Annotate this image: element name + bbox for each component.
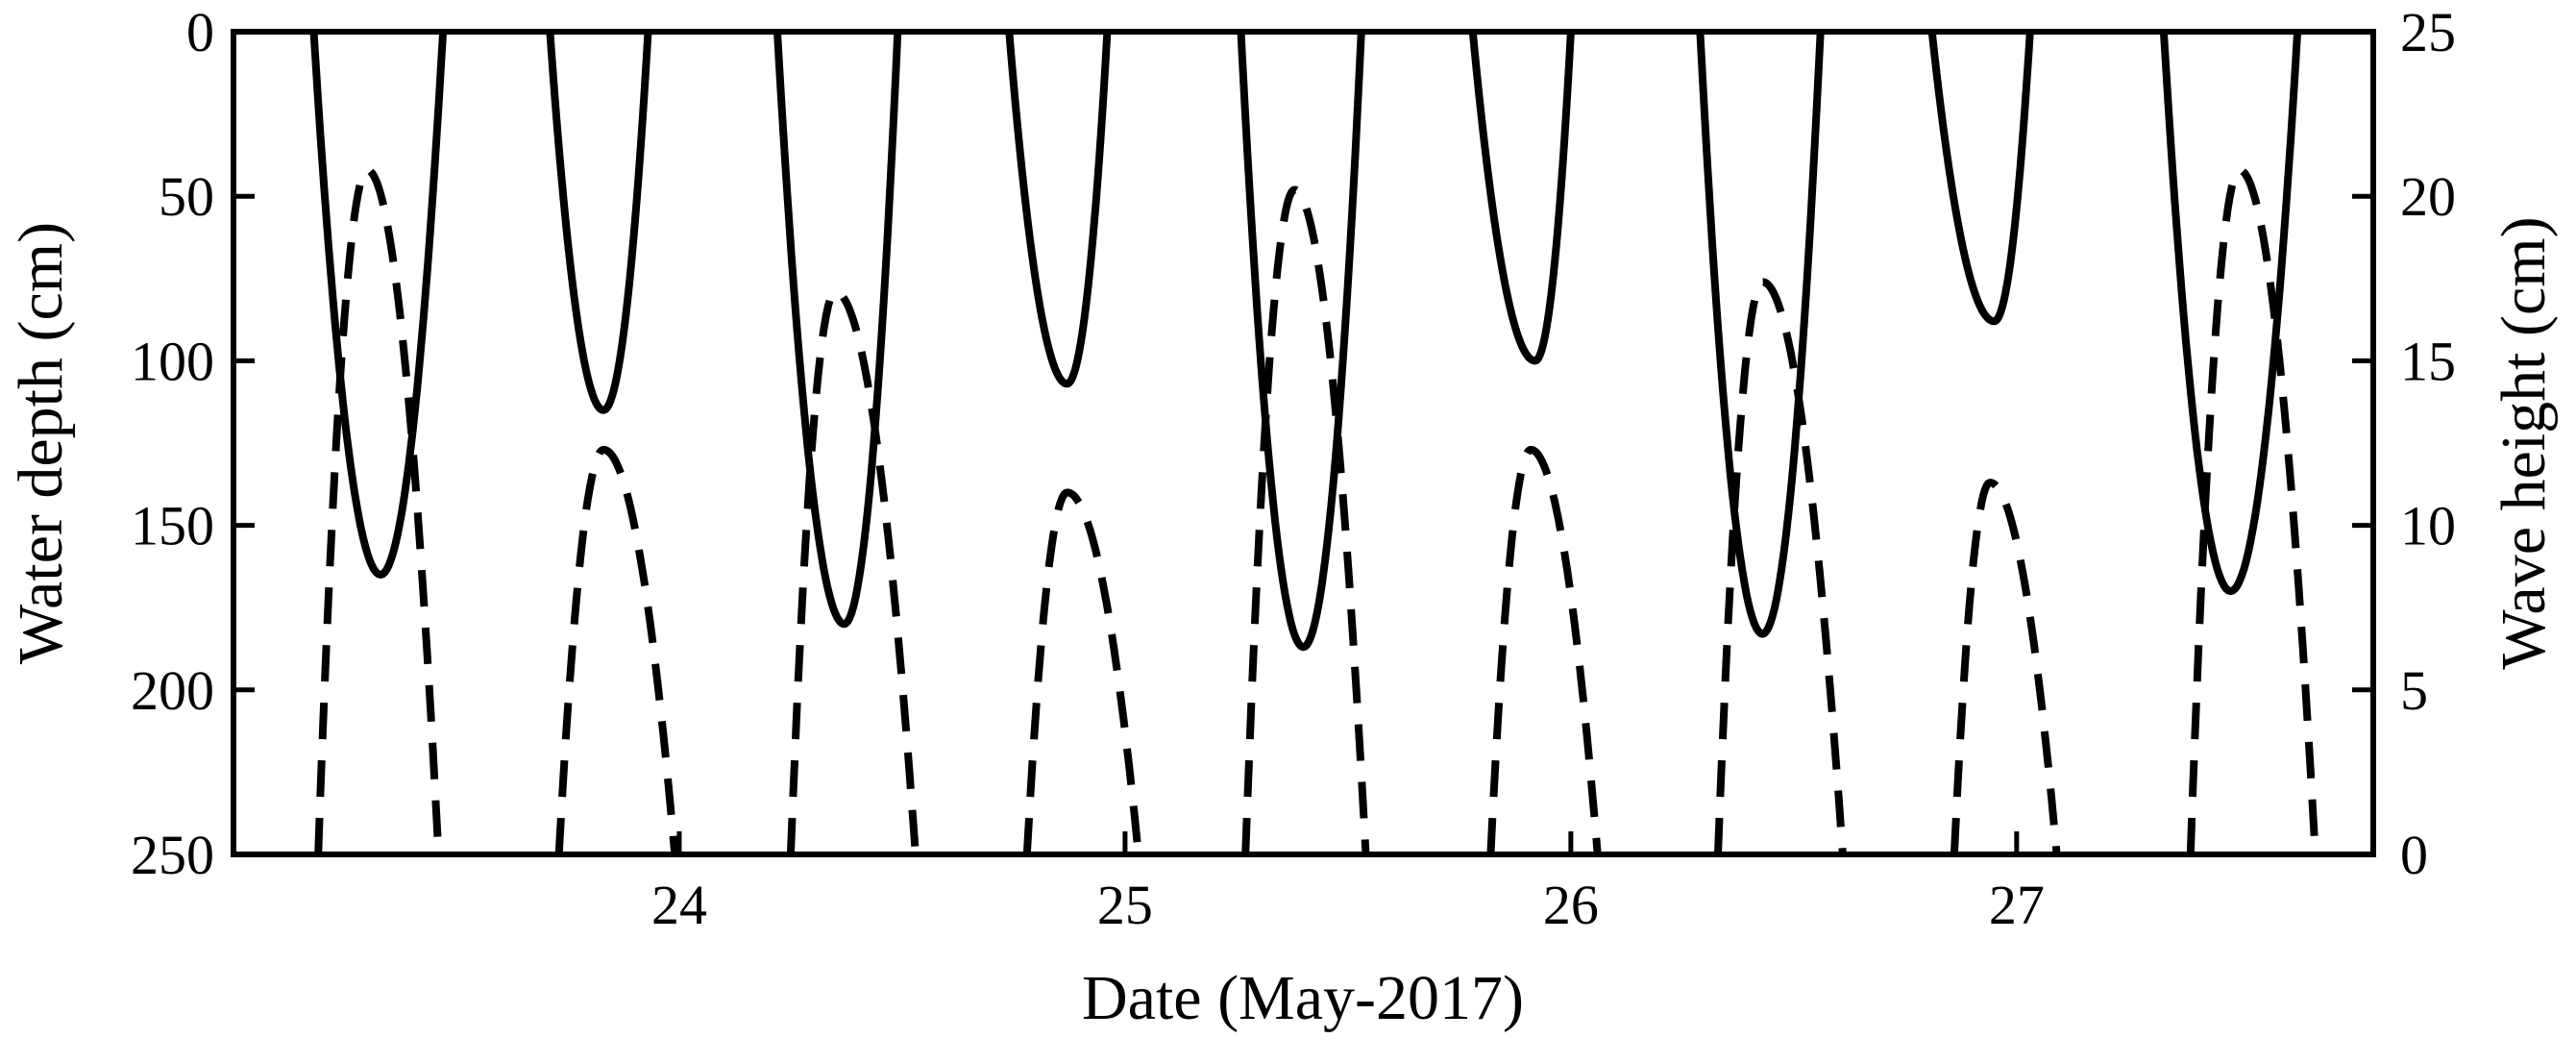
x-tick-label: 25 xyxy=(1097,874,1153,936)
right-tick-label: 10 xyxy=(2400,495,2456,557)
wave-height-series xyxy=(314,165,2319,855)
left-tick-label: 0 xyxy=(186,1,214,63)
water-depth-event-line xyxy=(773,31,902,629)
x-tick-label: 27 xyxy=(1989,874,2045,936)
left-tick-label: 100 xyxy=(131,330,214,392)
right-tick-label: 25 xyxy=(2400,1,2456,63)
right-tick-label: 0 xyxy=(2400,824,2428,886)
x-axis: 24 25 26 27 xyxy=(651,831,2045,936)
wave-height-event-line xyxy=(1714,278,1847,855)
right-axis-title: Wave height (cm) xyxy=(2489,216,2559,669)
water-depth-event-line xyxy=(1696,31,1825,638)
wave-height-event-line xyxy=(554,445,679,855)
water-depth-event-line xyxy=(1468,31,1575,365)
left-axis-title: Water depth (cm) xyxy=(6,222,76,664)
wave-height-event-line xyxy=(1022,488,1142,855)
plot-lines xyxy=(309,31,2319,855)
wave-height-event-line xyxy=(314,166,443,855)
water-depth-event-line xyxy=(309,31,448,579)
water-depth-event-line xyxy=(1005,31,1112,388)
x-axis-title: Date (May-2017) xyxy=(1082,963,1524,1033)
wave-height-event-line xyxy=(786,287,920,855)
right-axis: 0 5 10 15 20 25 xyxy=(2352,1,2456,886)
wave-height-event-line xyxy=(1486,445,1602,855)
water-depth-series xyxy=(309,31,2302,652)
plot-frame xyxy=(231,29,2376,857)
wave-height-event-line xyxy=(2186,165,2319,855)
x-tick-label: 26 xyxy=(1543,874,1599,936)
wave-height-event-line xyxy=(1950,479,2061,855)
right-tick-label: 5 xyxy=(2400,659,2428,722)
left-tick-label: 50 xyxy=(159,165,214,228)
left-axis: 0 50 100 150 200 250 xyxy=(131,1,255,886)
right-tick-label: 20 xyxy=(2400,165,2456,228)
water-depth-event-line xyxy=(546,31,652,414)
right-tick-label: 15 xyxy=(2400,330,2456,392)
x-tick-label: 24 xyxy=(651,874,707,936)
left-tick-label: 200 xyxy=(131,659,214,722)
left-tick-label: 150 xyxy=(131,495,214,557)
water-depth-event-line xyxy=(1237,31,1365,652)
left-tick-label: 250 xyxy=(131,824,214,886)
wave-height-event-line xyxy=(1241,185,1370,855)
water-depth-event-line xyxy=(1927,31,2034,326)
